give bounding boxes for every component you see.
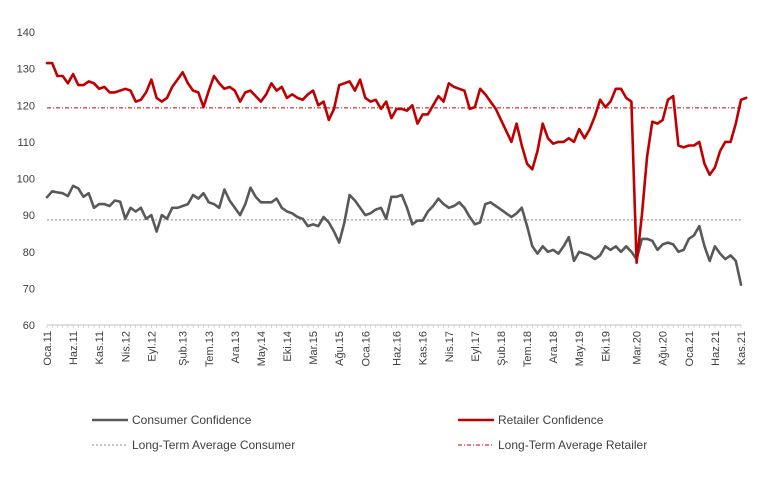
legend-label-3: Long-Term Average Retailer xyxy=(498,438,647,452)
y-tick-label: 90 xyxy=(23,210,35,222)
x-tick-label: Eki.19 xyxy=(600,331,612,362)
y-tick-label: 140 xyxy=(17,27,35,39)
series-lines xyxy=(45,61,748,287)
y-tick-label: 60 xyxy=(23,320,35,332)
x-tick-label: Kas.16 xyxy=(418,331,430,365)
x-tick-label: Tem.18 xyxy=(522,331,534,367)
x-tick-label: Kas.11 xyxy=(94,331,106,364)
legend-label-1: Retailer Confidence xyxy=(498,413,604,427)
x-axis: Oca.11 Haz.11 Kas.11 Nis.12 Eyl.12 Şub.13 Tem.… xyxy=(42,324,748,367)
x-tick-label: Eyl.12 xyxy=(146,331,158,362)
x-tick-label: Mar.20 xyxy=(632,331,644,365)
x-tick-label: Oca.21 xyxy=(684,331,696,366)
x-tick-label: Oca.16 xyxy=(360,331,372,366)
series-line-1 xyxy=(45,61,748,265)
x-tick-label: Nis.12 xyxy=(120,331,132,362)
y-tick-label: 130 xyxy=(17,64,35,76)
legend: Consumer Confidence Retailer Confidence Lo… xyxy=(92,413,647,452)
y-tick-label: 100 xyxy=(17,174,35,186)
legend-label-0: Consumer Confidence xyxy=(132,413,252,427)
x-tick-label: Kas.21 xyxy=(736,331,748,365)
x-tick-label: Ara.13 xyxy=(230,331,242,363)
x-tick-label: Haz.11 xyxy=(68,331,80,365)
x-tick-label: Ara.18 xyxy=(548,331,560,363)
x-tick-label: Eki.14 xyxy=(282,331,294,362)
x-tick-label: Tem.13 xyxy=(204,331,216,367)
y-tick-label: 110 xyxy=(17,137,35,149)
x-tick-label: May.14 xyxy=(256,331,268,366)
x-tick-label: Ağu.20 xyxy=(658,331,670,366)
x-tick-label: Oca.11 xyxy=(42,331,54,366)
x-tick-label: Şub.13 xyxy=(178,331,190,366)
y-tick-label: 80 xyxy=(23,247,35,259)
y-tick-label: 120 xyxy=(17,100,35,112)
x-tick-label: Haz.21 xyxy=(710,331,722,366)
x-tick-label: Mar.15 xyxy=(308,331,320,365)
average-lines xyxy=(47,107,741,221)
legend-label-2: Long-Term Average Consumer xyxy=(132,438,295,452)
x-tick-label: Haz.16 xyxy=(392,331,404,366)
y-tick-label: 70 xyxy=(23,283,35,295)
x-tick-label: Eyl.17 xyxy=(470,331,482,362)
x-tick-label: May.19 xyxy=(574,331,586,366)
series-line-0 xyxy=(45,184,743,287)
x-tick-label: Şub.18 xyxy=(496,331,508,366)
y-axis: 60 70 80 90 100 110 120 130 140 xyxy=(17,27,35,332)
x-tick-label: Ağu.15 xyxy=(334,331,346,366)
x-tick-label: Nis.17 xyxy=(444,331,456,362)
